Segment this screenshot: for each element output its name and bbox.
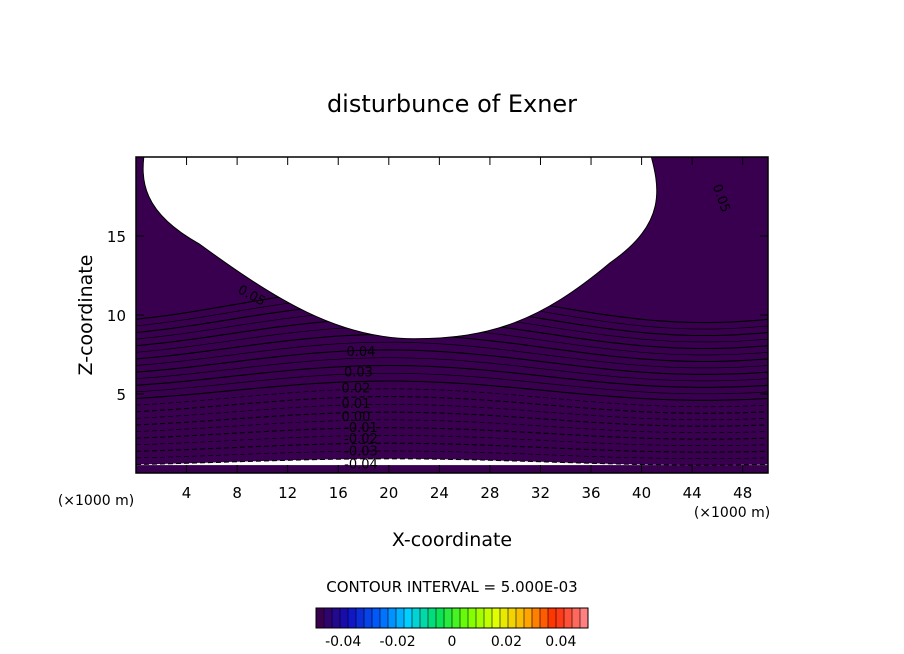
colorbar-swatch — [380, 608, 389, 628]
x-tick-label: 20 — [379, 484, 398, 502]
contour-line — [136, 341, 768, 369]
contour-line — [136, 372, 768, 395]
colorbar-swatch — [492, 608, 501, 628]
colorbar-swatch — [524, 608, 533, 628]
x-tick-label: 48 — [733, 484, 752, 502]
x-tick-label: 16 — [329, 484, 348, 502]
colorbar-swatch — [460, 608, 469, 628]
contour-label: 0.01 — [341, 397, 370, 412]
x-axis-ticks: 4 8 12 16 20 24 28 32 36 40 44 48 — [182, 157, 752, 502]
contour-line — [136, 458, 768, 466]
contour-line — [136, 396, 768, 414]
x-tick-label: 24 — [430, 484, 449, 502]
colorbar-swatch — [428, 608, 437, 628]
colorbar-swatch — [476, 608, 485, 628]
x-tick-label: 8 — [232, 484, 242, 502]
x-unit-right: (×1000 m) — [694, 505, 770, 521]
colorbar-swatch — [372, 608, 381, 628]
colorbar-swatch — [532, 608, 541, 628]
x-tick-label: 44 — [683, 484, 702, 502]
colorbar-swatch — [500, 608, 509, 628]
contour-label: 0.04 — [347, 345, 376, 360]
colorbar-ticks: -0.04 -0.02 0 0.02 0.04 — [325, 634, 576, 650]
colorbar-frame — [315, 607, 589, 629]
contour-label: -0.04 — [344, 457, 378, 472]
colorbar-tick-label: 0.02 — [491, 634, 522, 650]
colorbar-swatch — [564, 608, 573, 628]
x-unit-left: (×1000 m) — [58, 493, 134, 509]
colorbar-tick-label: -0.04 — [325, 634, 361, 650]
chart-title: disturbunce of Exner — [327, 90, 577, 118]
contour-line — [136, 380, 768, 401]
colorbar-swatch — [468, 608, 477, 628]
colorbar-swatch — [316, 608, 325, 628]
contour-label: 0.00 — [341, 410, 370, 425]
contour-line — [136, 388, 768, 408]
y-axis-ticks: 5 10 15 — [107, 228, 768, 404]
x-tick-label: 28 — [480, 484, 499, 502]
colorbar-swatch — [436, 608, 445, 628]
plot-area: 0.050.050.040.030.020.010.00-0.01-0.02-0… — [136, 157, 768, 473]
colorbar-swatch — [420, 608, 429, 628]
colorbar-tick-label: 0 — [448, 634, 457, 650]
colorbar-swatch — [332, 608, 341, 628]
colorbar-tick-label: -0.02 — [379, 634, 415, 650]
contour-interval-text: CONTOUR INTERVAL = 5.000E-03 — [326, 578, 577, 596]
x-tick-label: 32 — [531, 484, 550, 502]
colorbar-swatch — [580, 608, 589, 628]
x-tick-label: 4 — [182, 484, 192, 502]
colorbar-swatch — [396, 608, 405, 628]
contour-line — [136, 442, 768, 453]
contour-line — [136, 349, 768, 375]
colorbar-swatch — [364, 608, 373, 628]
colorbar-swatch — [356, 608, 365, 628]
contour-label: -0.02 — [344, 432, 378, 447]
unshaded-cap-region — [142, 157, 658, 340]
contour-label: -0.03 — [344, 445, 378, 460]
contour-line — [136, 404, 768, 421]
colorbar-swatch — [452, 608, 461, 628]
colorbar-swatch — [484, 608, 493, 628]
colorbar-swatch — [508, 608, 517, 628]
contour-line — [136, 435, 768, 447]
colorbar-swatch — [340, 608, 349, 628]
colorbar-swatch — [572, 608, 581, 628]
colorbar-swatch — [540, 608, 549, 628]
colorbar-swatch — [348, 608, 357, 628]
contour-line — [136, 450, 768, 459]
y-tick-label: 5 — [116, 386, 126, 404]
colorbar-swatch — [556, 608, 565, 628]
colorbar-swatch — [412, 608, 421, 628]
contour-line — [136, 419, 768, 434]
colorbar-swatch — [404, 608, 413, 628]
y-axis-label: Z-coordinate — [75, 255, 97, 376]
x-tick-label: 36 — [581, 484, 600, 502]
y-tick-label: 15 — [107, 228, 126, 246]
contour-line — [136, 411, 768, 427]
contour-line — [136, 364, 768, 388]
contour-line — [136, 427, 768, 440]
colorbar-swatch — [548, 608, 557, 628]
colorbar-tick-label: 0.04 — [545, 634, 576, 650]
x-tick-label: 40 — [632, 484, 651, 502]
colorbar — [315, 607, 589, 629]
y-tick-label: 10 — [107, 307, 126, 325]
colorbar-swatch — [516, 608, 525, 628]
contour-label: -0.01 — [344, 421, 378, 436]
colorbar-swatch — [444, 608, 453, 628]
colorbar-swatch — [324, 608, 333, 628]
x-tick-label: 12 — [278, 484, 297, 502]
contour-band — [136, 465, 768, 473]
contour-line — [136, 357, 768, 382]
x-axis-label: X-coordinate — [392, 529, 512, 551]
contour-label: 0.03 — [344, 366, 373, 381]
contour-label: 0.02 — [341, 381, 370, 396]
colorbar-swatch — [388, 608, 397, 628]
